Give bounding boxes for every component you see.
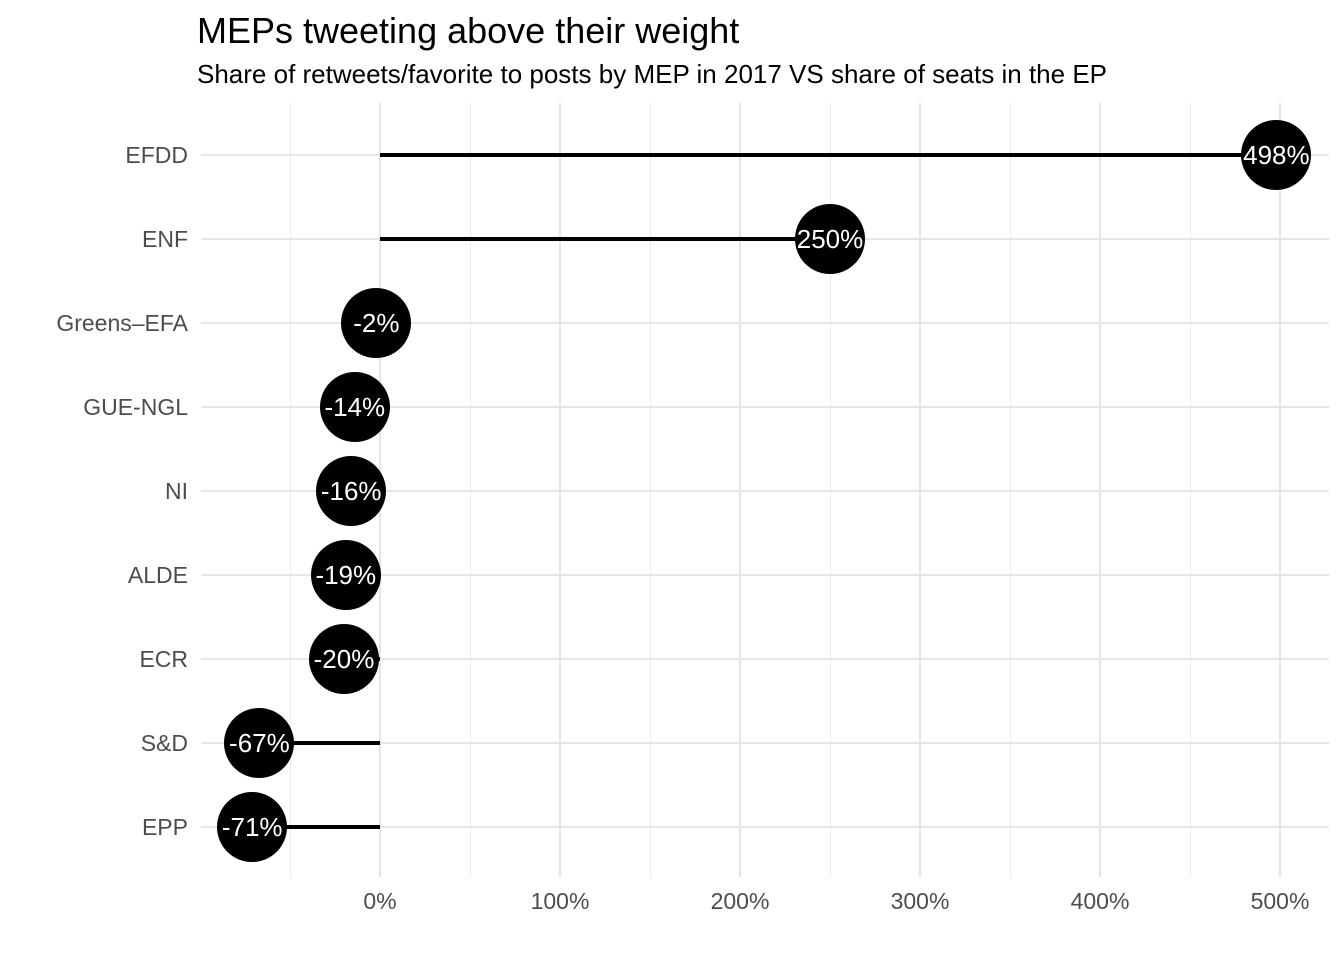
row-grid-line xyxy=(201,826,1329,828)
lollipop-point: 498% xyxy=(1241,120,1312,190)
lollipop-point: -19% xyxy=(310,540,381,610)
lollipop-point: -2% xyxy=(341,288,412,358)
y-axis-label: EFDD xyxy=(125,142,188,168)
y-axis-label: NI xyxy=(165,478,188,504)
lollipop-point: 250% xyxy=(795,204,865,274)
row-grid-line xyxy=(201,406,1329,408)
lollipop-stem xyxy=(259,741,380,745)
y-axis-label: S&D xyxy=(140,730,188,756)
x-axis-tick-label: 400% xyxy=(1070,888,1130,914)
lollipop-point: -20% xyxy=(309,624,379,694)
y-axis-label: GUE-NGL xyxy=(83,394,188,420)
y-axis-label: ECR xyxy=(139,646,188,672)
row-grid-line xyxy=(201,742,1329,744)
x-axis-tick-label: 300% xyxy=(890,888,950,914)
x-axis-tick-label: 500% xyxy=(1250,888,1310,914)
lollipop-point: -67% xyxy=(224,708,295,778)
y-axis-label: Greens–EFA xyxy=(56,310,188,336)
x-axis-tick-label: 0% xyxy=(363,888,397,914)
chart-subtitle: Share of retweets/favorite to posts by M… xyxy=(197,59,1108,89)
lollipop-point: -71% xyxy=(217,792,288,862)
x-axis-tick-label: 200% xyxy=(710,888,770,914)
row-grid-line xyxy=(201,322,1329,324)
lollipop-stem xyxy=(380,237,830,241)
row-grid-line xyxy=(201,574,1329,576)
y-axis-label: ENF xyxy=(142,226,188,252)
row-grid-line xyxy=(201,490,1329,492)
lollipop-point: -16% xyxy=(316,456,387,526)
y-axis-label: EPP xyxy=(141,814,188,840)
x-axis-tick-label: 100% xyxy=(530,888,590,914)
row-grid-line xyxy=(201,658,1329,660)
lollipop-stem xyxy=(380,153,1277,157)
y-axis-label: ALDE xyxy=(127,562,188,588)
lollipop-stem xyxy=(252,825,380,829)
chart-title: MEPs tweeting above their weight xyxy=(197,10,740,51)
lollipop-point: -14% xyxy=(319,372,390,442)
